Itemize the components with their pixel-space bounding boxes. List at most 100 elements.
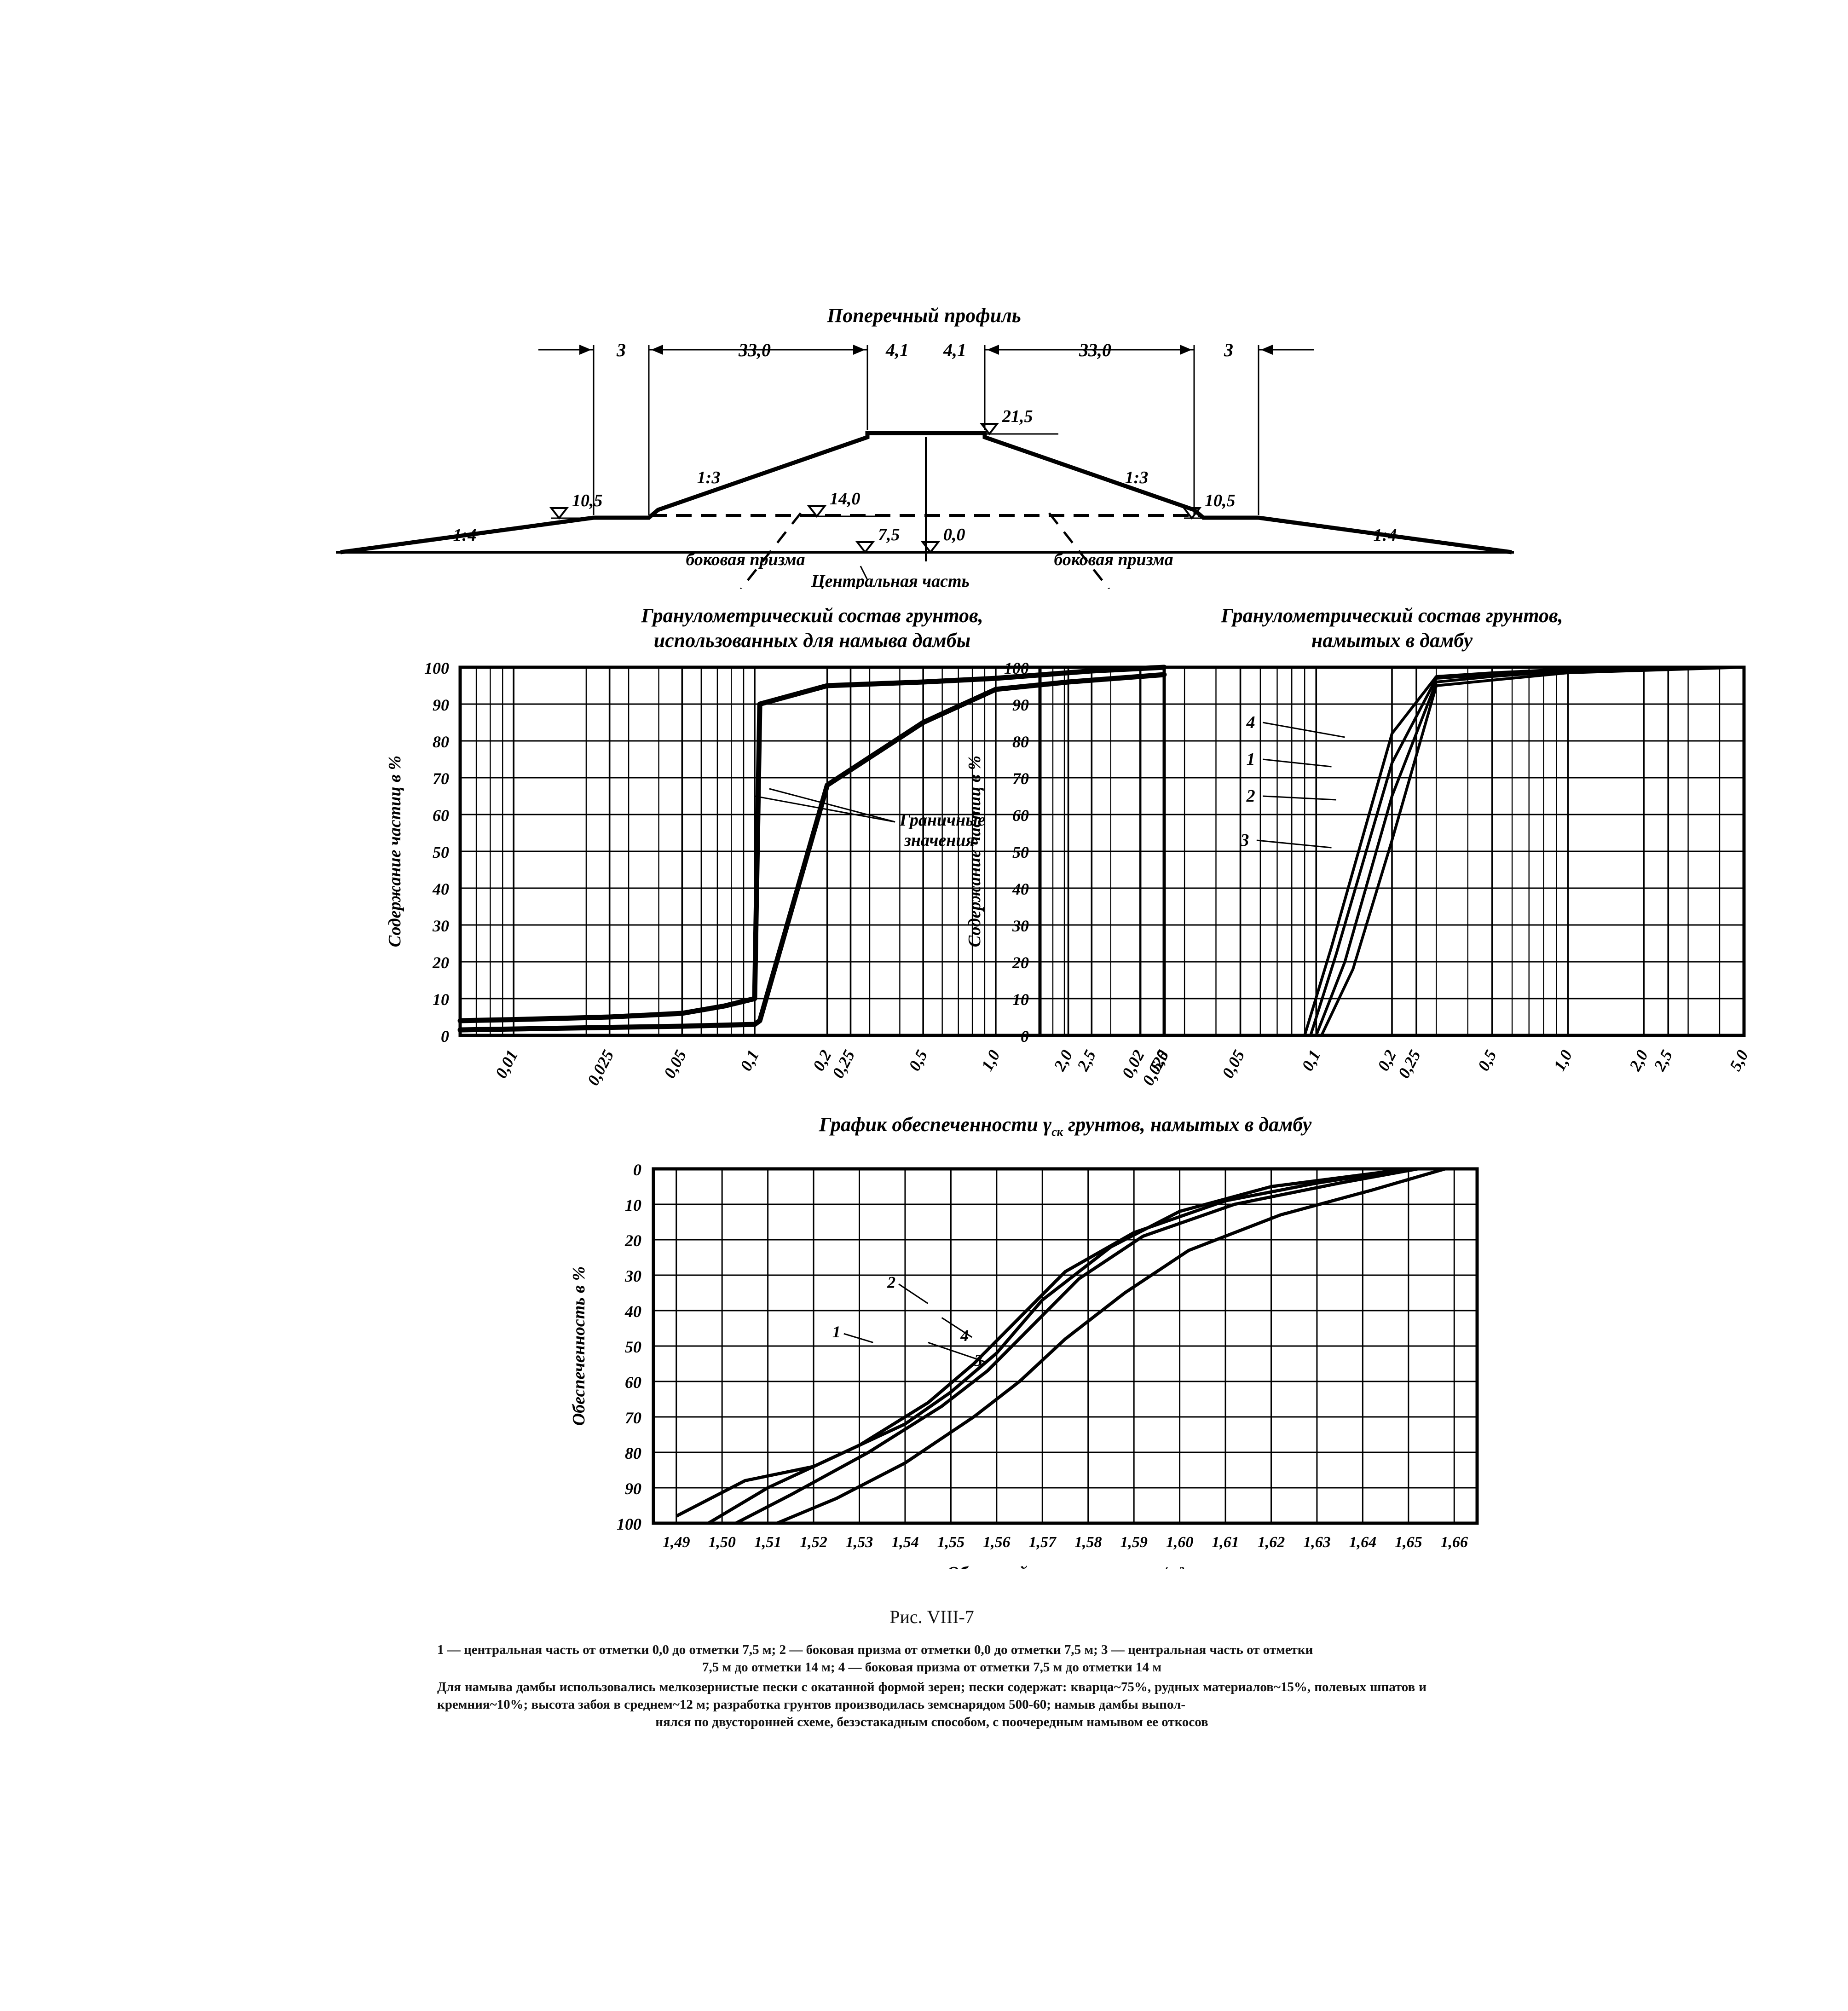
x-tick-label: 1,51 [754,1534,782,1551]
curve-leader [1263,795,1336,801]
x-tick-label: 1,59 [1120,1534,1148,1551]
data-curve [735,1167,1418,1525]
gamma-chart-group [652,1167,1479,1525]
y-tick-label: 60 [625,1373,641,1392]
x-tick-label: 1,60 [1166,1534,1194,1551]
y-tick-label: 70 [433,769,449,788]
x-tick-label: 0,025 [583,1047,617,1088]
y-tick-label: 0 [441,1027,449,1046]
caption-paragraph-1: 1 — центральная часть от отметки 0,0 до … [437,1641,1426,1676]
x-tick-label: 1,57 [1029,1534,1057,1551]
x-tick-label: 1,53 [846,1534,873,1551]
y-tick-label: 30 [624,1267,641,1285]
y-tick-label: 70 [1012,769,1029,788]
y-axis-label: Обеспеченность в % [569,1266,589,1426]
x-tick-label: 1,58 [1074,1534,1102,1551]
x-tick-label: 1,66 [1441,1534,1468,1551]
x-tick-label: 1,50 [708,1534,736,1551]
x-tick-label: 1,0 [1550,1047,1576,1074]
curve-leader [1263,758,1332,768]
dimension-label-3-left: 3 [616,340,626,360]
y-tick-label: 0 [633,1161,641,1179]
elevation-label-00: 0,0 [943,525,965,544]
y-tick-label: 0 [1021,1027,1029,1046]
caption-line-4: полевых шпатов и кремния~10%; высота заб… [437,1680,1426,1712]
cross-section-group [336,345,1514,589]
caption-line-1: 1 — центральная часть от отметки 0,0 до … [437,1642,1313,1657]
granulometry-placed-title-line1: Гранулометрический состав грунтов, [1220,604,1563,627]
x-tick-label: 1,56 [983,1534,1011,1551]
elevation-marker-icon [807,505,827,518]
x-tick-label: 0,25 [829,1047,859,1081]
annotation-leader [754,795,895,823]
slope-label-lower-right: 1:4 [1374,526,1397,545]
curve-label-4: 4 [1246,713,1255,732]
granulometry-source-title-line1: Гранулометрический состав грунтов, [641,604,983,627]
granulometry-placed-group [1038,665,1746,1037]
x-tick-label: 0,01 [491,1047,521,1081]
y-tick-label: 80 [433,733,449,751]
x-tick-label: 1,52 [800,1534,827,1551]
dimension-label-33-right: 33,0 [1079,340,1111,360]
y-axis-label: Содержание частиц в % [965,756,984,947]
annotation-line1: Граничные [899,810,986,830]
y-tick-label: 50 [433,843,449,861]
dimension-label-3-right: 3 [1224,340,1233,360]
slope-label-upper-left: 1:3 [697,468,721,487]
curve-leader [941,1317,973,1338]
x-axis-label: Объемный вес скелета γск т/м³ [947,1563,1184,1569]
chart-gamma-probability: График обеспеченности γск грунтов, намыт… [569,1113,1479,1569]
annotation-leader [769,788,895,823]
x-tick-label: 0,1 [1298,1047,1324,1074]
caption-paragraph-2: Для намыва дамбы использовались мелкозер… [437,1679,1426,1731]
x-tick-label: 1,64 [1349,1534,1377,1551]
curve-leader [898,1283,929,1304]
dimension-arrow [1261,345,1273,355]
data-curve [776,1167,1446,1525]
x-tick-label: 0,5 [1474,1047,1500,1074]
y-tick-label: 40 [1012,880,1029,898]
granulometry-placed-title-line2: намытых в дамбу [1311,629,1473,652]
elevation-marker-icon [920,541,941,554]
central-label-leader [860,566,868,580]
central-wedge-right [1048,512,1110,589]
x-tick-label: 5,0 [1726,1047,1752,1074]
chart-granulometry-placed: Гранулометрический состав грунтов,намыты… [965,604,1752,1088]
curve-label-4: 4 [960,1326,969,1345]
curve-leader [928,1341,986,1363]
elevation-marker-icon [1182,507,1202,520]
zone-label-central: Центральная часть [811,572,970,589]
y-tick-label: 90 [1012,696,1029,714]
y-tick-label: 20 [1012,953,1029,972]
zone-label-right-prism: боковая призма [1054,550,1173,569]
y-tick-label: 20 [624,1231,641,1250]
y-tick-label: 40 [624,1302,641,1321]
slope-label-upper-right: 1:3 [1125,468,1149,487]
central-wedge-left [740,512,802,589]
y-tick-label: 20 [432,953,449,972]
y-tick-label: 80 [1012,733,1029,751]
dimension-arrow [579,345,591,355]
data-curve [676,1167,1409,1518]
slope-label-lower-left: 1:4 [453,526,477,545]
caption-line-5: нялся по двусторонней схеме, безэстакадн… [655,1714,1208,1729]
dimension-arrow [987,345,999,355]
figure-number: Рис. VIII-7 [889,1606,974,1627]
caption-line-2: 7,5 м до отметки 14 м; 4 — боковая призм… [702,1659,1161,1675]
y-tick-label: 30 [1012,917,1029,935]
dimension-label-41-left: 4,1 [885,340,909,360]
x-tick-label: 2,0 [1625,1047,1652,1074]
data-curve [707,1167,1409,1525]
x-tick-label: 0,1 [737,1047,762,1074]
elevation-label-75: 7,5 [878,525,900,544]
dimension-arrow [651,345,663,355]
curve-label-2: 2 [1246,786,1255,806]
elevation-marker-icon [549,507,569,520]
y-tick-label: 100 [1004,659,1029,677]
elevation-marker-icon [855,541,875,554]
curve-label-2: 2 [887,1273,895,1291]
data-curve [1303,666,1745,1037]
y-tick-label: 10 [625,1196,641,1214]
y-tick-label: 80 [625,1444,641,1462]
